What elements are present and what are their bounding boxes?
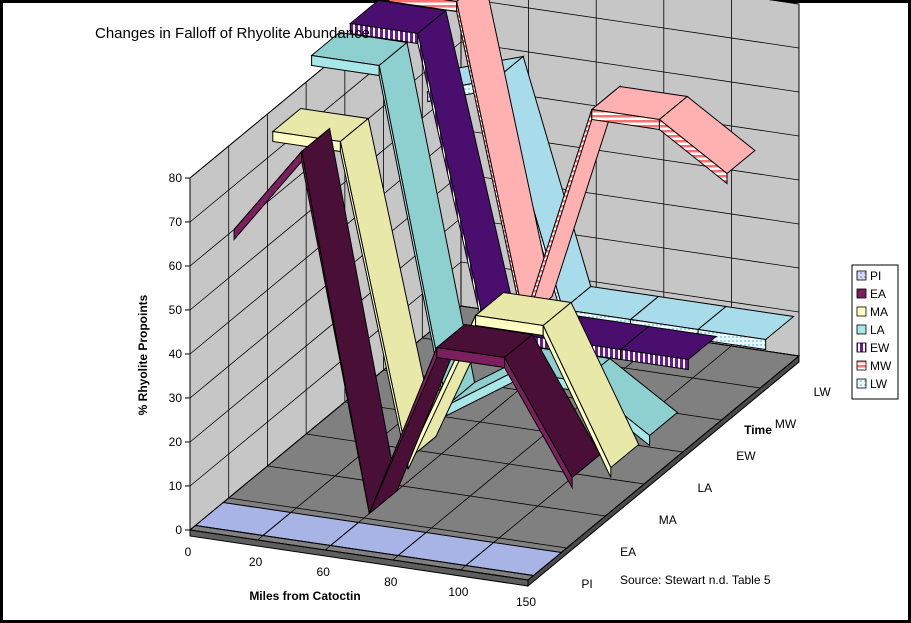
- y-tick-label: 30: [169, 391, 183, 405]
- source-note: Source: Stewart n.d. Table 5: [620, 573, 771, 587]
- series-ea-segment: [504, 355, 573, 490]
- y-gridline: [189, 0, 800, 179]
- z-gridline-floor: [228, 497, 567, 549]
- depth-axis-title: Time: [744, 423, 772, 437]
- series-pi-ribbon: [194, 501, 563, 577]
- legend-label-ew: EW: [870, 341, 890, 355]
- series-mw-ribbon: [388, 0, 756, 330]
- y-tick-label: 80: [169, 171, 183, 185]
- series-ma-ribbon: [271, 107, 640, 478]
- legend-swatch-la: [856, 324, 867, 335]
- x-tick-label: 60: [317, 565, 331, 579]
- legend-label-ea: EA: [870, 287, 886, 301]
- legend-swatch-ew: [856, 342, 867, 353]
- legend-label-mw: MW: [870, 359, 892, 373]
- legend-label-la: LA: [870, 323, 885, 337]
- depth-tick-label: LA: [698, 481, 713, 495]
- depth-tick-label: LW: [814, 385, 832, 399]
- series-ea-segment: [301, 151, 370, 514]
- y-axis-title: % Rhyolite Propoints: [136, 294, 150, 415]
- x-tick-label: 80: [384, 575, 398, 589]
- y-tick-label: 40: [169, 347, 183, 361]
- legend-swatch-lw: [856, 378, 867, 389]
- legend-swatch-ma: [856, 306, 867, 317]
- x-tick-label: 150: [516, 595, 536, 609]
- x-tick-label: 100: [448, 585, 468, 599]
- y-tick-label: 10: [169, 479, 183, 493]
- x-tick-label: 20: [249, 555, 263, 569]
- legend-swatch-ea: [856, 288, 867, 299]
- x-axis-title: Miles from Catoctin: [249, 589, 360, 603]
- legend-label-pi: PI: [870, 269, 881, 283]
- y-tick-label: 60: [169, 259, 183, 273]
- depth-tick-label: PI: [581, 577, 592, 591]
- y-tick-label: 70: [169, 215, 183, 229]
- y-tick-label: 50: [169, 303, 183, 317]
- depth-tick-label: EW: [736, 449, 756, 463]
- depth-tick-label: MW: [775, 417, 797, 431]
- z-gridline-floor: [267, 465, 606, 517]
- y-tick-label: 0: [175, 523, 182, 537]
- x-tick-label: 0: [185, 545, 192, 559]
- depth-tick-label: EA: [620, 545, 636, 559]
- x-gridline-floor: [527, 355, 800, 581]
- y-tick-label: 20: [169, 435, 183, 449]
- depth-tick-label: MA: [659, 513, 677, 527]
- legend-label-ma: MA: [870, 305, 888, 319]
- legend-swatch-pi: [856, 270, 867, 281]
- z-gridline-floor: [189, 529, 529, 581]
- series-ea-ribbon: [233, 127, 601, 515]
- series-pi-segment: [465, 565, 534, 576]
- chart-title: Changes in Falloff of Rhyolite Abundance: [95, 25, 370, 42]
- series-mw-segment: [658, 118, 728, 185]
- y-gridline: [189, 0, 800, 223]
- series-ew-segment: [620, 348, 689, 371]
- legend-swatch-mw: [856, 360, 867, 371]
- legend-label-lw: LW: [870, 377, 888, 391]
- series-ma-segment: [542, 325, 612, 478]
